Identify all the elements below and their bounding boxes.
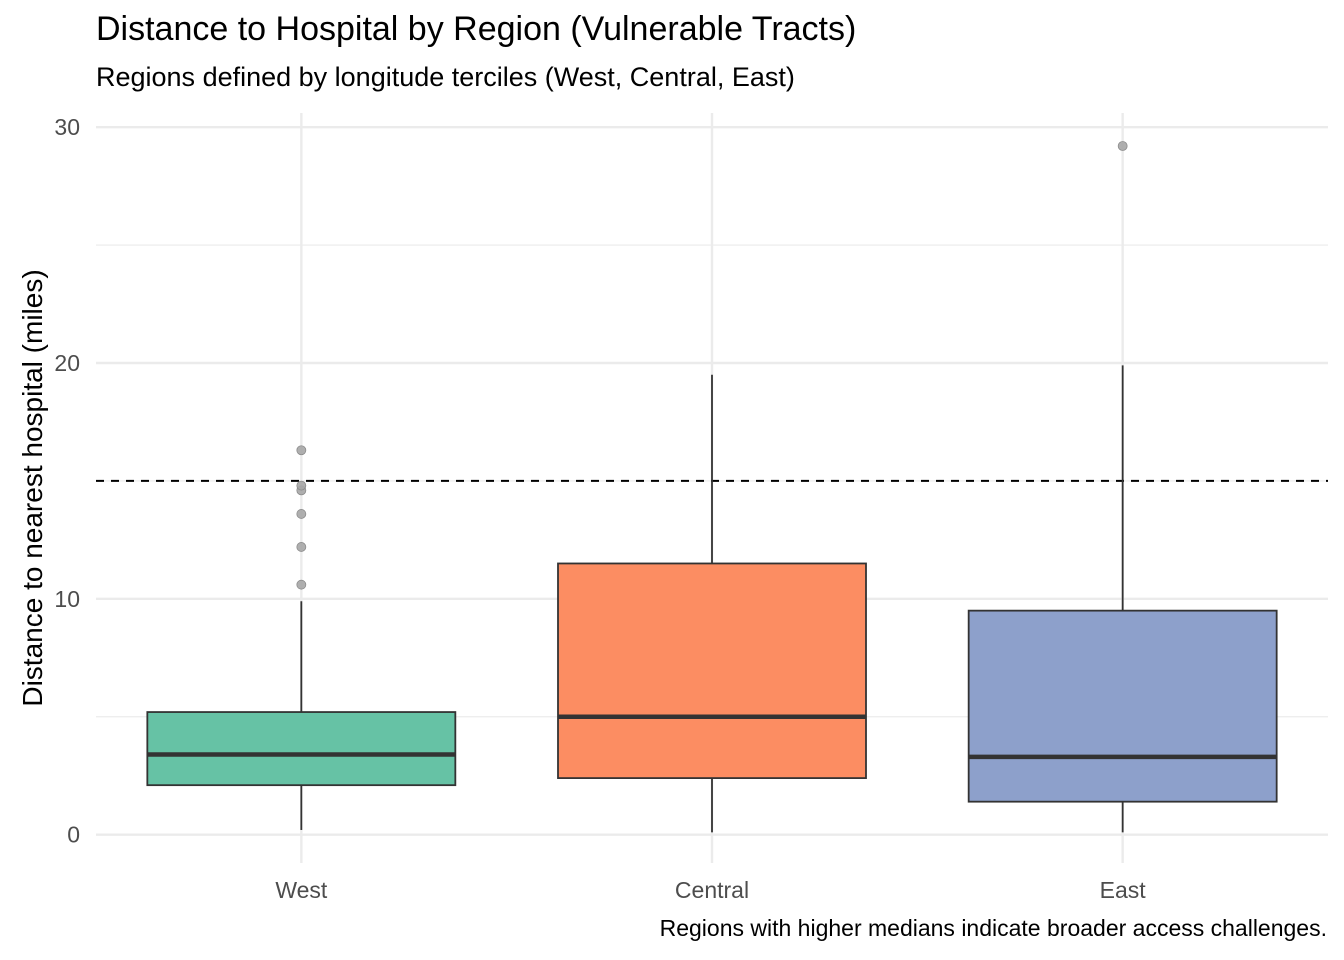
outlier-point bbox=[1117, 141, 1128, 151]
outlier-point bbox=[296, 445, 307, 456]
x-tick-label: East bbox=[1100, 877, 1147, 903]
y-tick-label: 10 bbox=[54, 586, 80, 612]
outlier-point bbox=[296, 542, 307, 552]
tick-label-layer: 0 10 20 30 West Central East bbox=[54, 114, 1146, 903]
box-west bbox=[146, 711, 457, 787]
chart-subtitle: Regions defined by longitude terciles (W… bbox=[96, 62, 795, 92]
y-tick-label: 20 bbox=[54, 350, 80, 376]
x-tick-label: Central bbox=[675, 877, 749, 903]
x-tick-label: West bbox=[275, 877, 328, 903]
y-axis-title: Distance to nearest hospital (miles) bbox=[17, 269, 48, 706]
chart-caption: Regions with higher medians indicate bro… bbox=[659, 915, 1327, 941]
box-layer bbox=[146, 141, 1278, 833]
chart-title: Distance to Hospital by Region (Vulnerab… bbox=[96, 10, 857, 48]
y-tick-label: 0 bbox=[67, 822, 80, 848]
box-east bbox=[967, 609, 1278, 803]
outlier-point bbox=[296, 480, 307, 491]
box-central bbox=[557, 562, 867, 779]
outlier-point bbox=[296, 509, 307, 519]
y-tick-label: 30 bbox=[54, 114, 80, 140]
outlier-point bbox=[296, 579, 307, 590]
